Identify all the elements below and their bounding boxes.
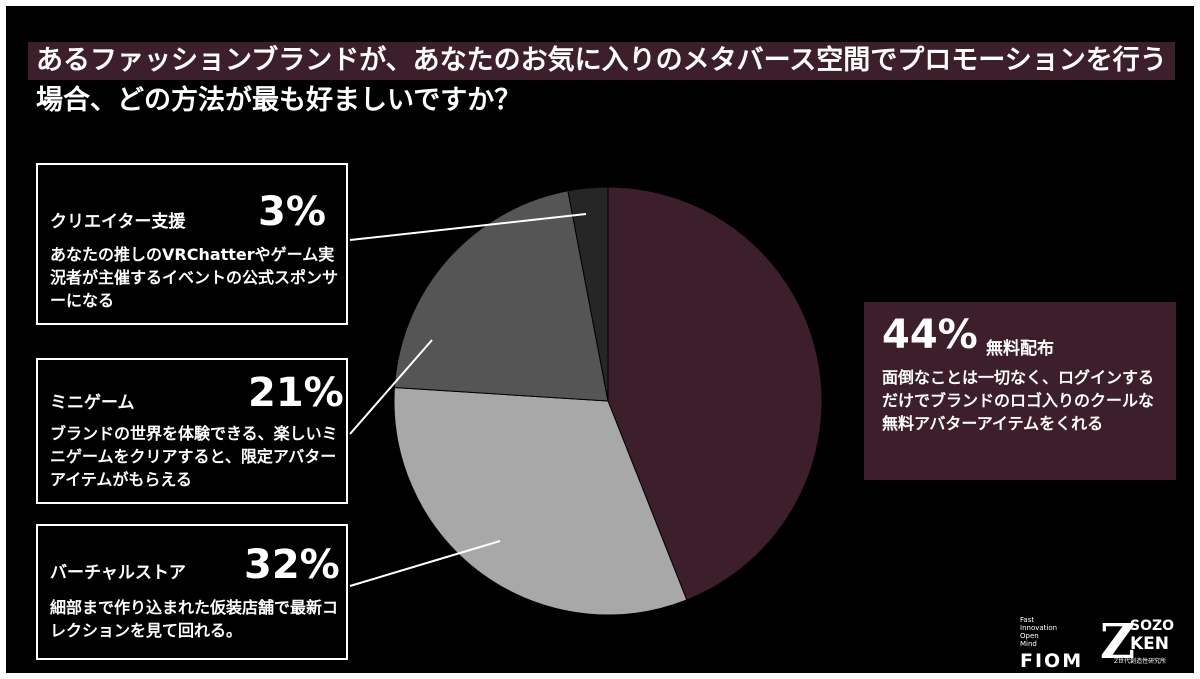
slice-description-creator: あなたの推しのVRChatterやゲーム実況者が主催するイベントの公式スポンサー… bbox=[50, 245, 339, 310]
question-title-line-2: 場合、どの方法が最も好ましいですか？ bbox=[36, 85, 522, 116]
pie-slice-minigame bbox=[393, 190, 609, 402]
fiom-logo-word: Fast bbox=[1020, 616, 1035, 624]
slice-value-creator: 3% bbox=[258, 189, 326, 235]
slice-description-minigame: ブランドの世界を体験できる、楽しいミニゲームをクリアすると、限定アバターアイテム… bbox=[50, 424, 338, 489]
slice-value-free: 44% bbox=[882, 312, 978, 358]
pie-slice-store bbox=[393, 387, 688, 616]
slice-label-creator: クリエイター支援 bbox=[50, 212, 186, 232]
callout-minigame: ミニゲーム 21% ブランドの世界を体験できる、楽しいミニゲームをクリアすると、… bbox=[36, 358, 348, 504]
leader-line-minigame bbox=[349, 339, 433, 435]
slice-description-free: 面倒なことは一切なく、ログインするだけでブランドのロゴ入りのクールな無料アバター… bbox=[882, 368, 1155, 433]
leader-line-creator bbox=[349, 213, 587, 241]
leader-line-store bbox=[349, 540, 501, 587]
pie-slice-creator bbox=[567, 186, 609, 402]
callout-virtual-store: バーチャルストア 32% 細部まで作り込まれた仮装店舗で最新コレクションを見て回… bbox=[36, 524, 348, 660]
fiom-logo: Fast Innovation Open Mind FIOM bbox=[1020, 616, 1083, 672]
slice-label-store: バーチャルストア bbox=[50, 563, 186, 583]
slice-label-free: 無料配布 bbox=[986, 339, 1054, 359]
pie-slice-free bbox=[607, 186, 823, 601]
sozo-ken-logo-subtitle: Z世代創造性研究所 bbox=[1114, 658, 1167, 665]
slide: あるファッションブランドが、あなたのお気に入りのメタバース空間でプロモーションを… bbox=[6, 6, 1194, 673]
fiom-logo-word: Innovation bbox=[1020, 624, 1058, 632]
sozo-ken-logo: Z SOZO KEN Z世代創造性研究所 bbox=[1100, 614, 1174, 670]
slice-value-minigame: 21% bbox=[248, 370, 344, 416]
sozo-ken-logo-line1: SOZO bbox=[1130, 618, 1175, 634]
sozo-ken-logo-z: Z bbox=[1100, 614, 1136, 670]
slice-label-minigame: ミニゲーム bbox=[50, 393, 135, 413]
pie-chart bbox=[349, 186, 823, 616]
slice-value-store: 32% bbox=[244, 542, 340, 588]
fiom-logo-text: FIOM bbox=[1020, 650, 1084, 672]
sozo-ken-logo-line2: KEN bbox=[1130, 634, 1170, 654]
slice-description-store: 細部まで作り込まれた仮装店舗で最新コレクションを見て回れる。 bbox=[50, 598, 339, 640]
fiom-logo-word: Mind bbox=[1020, 640, 1037, 648]
callout-creator-support: クリエイター支援 3% あなたの推しのVRChatterやゲーム実況者が主催する… bbox=[36, 163, 348, 325]
fiom-logo-word: Open bbox=[1020, 632, 1039, 640]
question-title-line-1: あるファッションブランドが、あなたのお気に入りのメタバース空間でプロモーションを… bbox=[28, 42, 1175, 80]
callout-free-distribution: 44% 無料配布 面倒なことは一切なく、ログインするだけでブランドのロゴ入りのク… bbox=[864, 302, 1176, 480]
